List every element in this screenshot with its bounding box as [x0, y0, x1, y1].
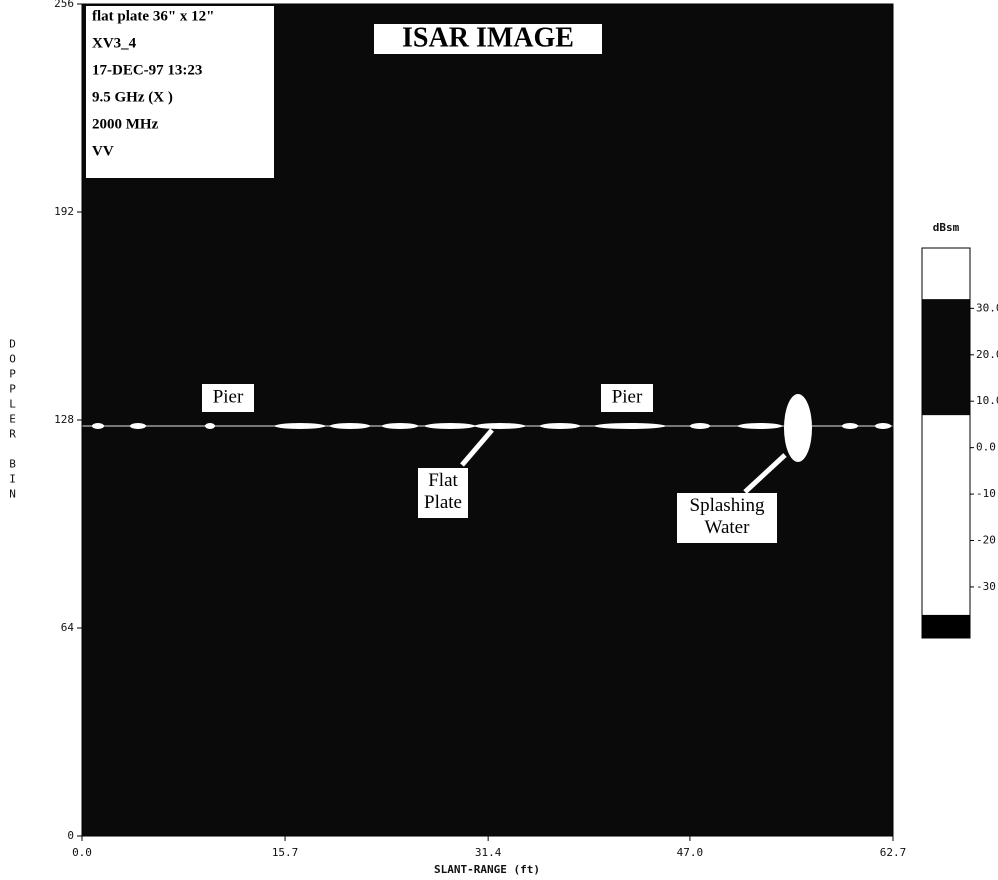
colorbar-label: dBsm	[933, 221, 960, 234]
y-tick-label: 0	[67, 829, 74, 842]
x-tick-label: 15.7	[272, 846, 299, 859]
x-axis-label: SLANT-RANGE (ft)	[434, 863, 540, 876]
annotation: Pier	[213, 386, 244, 407]
info-line: 2000 MHz	[92, 116, 159, 132]
info-line: flat plate 36" x 12"	[92, 8, 214, 24]
colorbar-band	[922, 615, 970, 638]
colorbar-tick-label: -20.0	[976, 534, 998, 547]
y-axis-label: DOPPLER BIN	[6, 338, 19, 503]
colorbar-tick-label: 30.0	[976, 301, 998, 314]
y-tick-label: 128	[54, 413, 74, 426]
y-tick-label: 64	[61, 621, 75, 634]
colorbar-tick-label: 20.0	[976, 348, 998, 361]
info-line: VV	[92, 143, 114, 159]
info-line: 9.5 GHz (X )	[92, 89, 173, 105]
colorbar-band	[922, 299, 970, 415]
colorbar-tick-label: -10.0	[976, 487, 998, 500]
y-tick-label: 192	[54, 205, 74, 218]
y-tick-label: 256	[54, 0, 74, 10]
colorbar-tick-label: 0.0	[976, 441, 996, 454]
x-tick-label: 31.4	[475, 846, 502, 859]
info-line: 17-DEC-97 13:23	[92, 62, 202, 78]
info-line: XV3_4	[92, 35, 137, 51]
x-tick-label: 47.0	[677, 846, 704, 859]
x-tick-label: 62.7	[880, 846, 907, 859]
chart: DOPPLER BIN SLANT-RANGE (ft) ISAR IMAGE …	[0, 0, 998, 880]
colorbar-tick-label: -30.0	[976, 580, 998, 593]
annotation: Pier	[612, 386, 643, 407]
colorbar-band	[922, 248, 970, 299]
colorbar-tick-label: 10.0	[976, 394, 998, 407]
x-tick-label: 0.0	[72, 846, 92, 859]
chart-title: ISAR IMAGE	[402, 22, 574, 53]
colorbar-band	[922, 415, 970, 615]
